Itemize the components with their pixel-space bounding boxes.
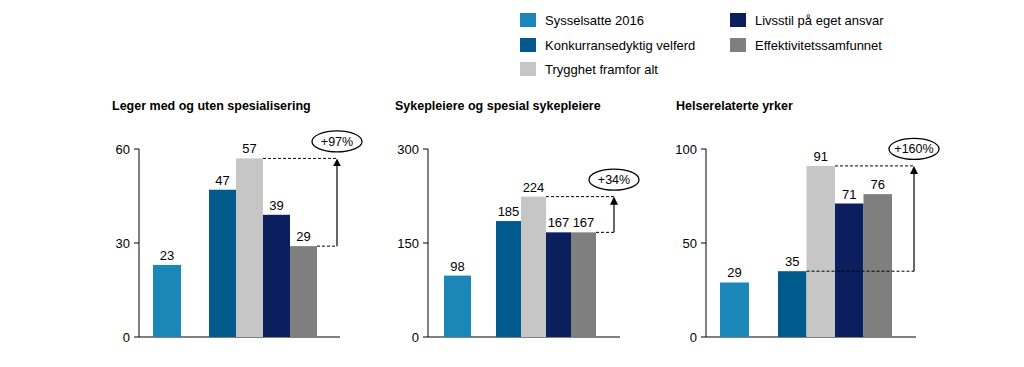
annotation-label: +34% (598, 173, 630, 187)
legend-swatch (730, 13, 746, 27)
bars: Sysselsatte 2016 Konkurransedyktig velfer… (444, 197, 596, 337)
y-tick (423, 243, 428, 244)
chart-title: Sykepleiere og spesial sykepleiere (395, 99, 601, 113)
chart-panel: Sykepleiere og spesial sykepleiere 0 150 30… (395, 99, 639, 345)
chart-panel: Helserelaterte yrker 0 50 100 Sysselsatte 20… (675, 99, 939, 345)
annotation-arrow (336, 162, 337, 246)
data-label: 57 (242, 141, 256, 156)
annotation-guide (317, 246, 337, 247)
data-label: 224 (523, 180, 545, 195)
bar: Trygghet framfor alt (236, 158, 263, 337)
y-tick (134, 243, 139, 244)
legend-label: Konkurransedyktig velferd (545, 38, 695, 53)
legend-label: Livsstil på eget ansvar (755, 13, 884, 28)
bars: Sysselsatte 2016 Konkurransedyktig velfer… (153, 158, 317, 337)
bar: Konkurransedyktig velferd (496, 221, 521, 337)
y-tick-label: 30 (116, 236, 130, 251)
bar: Sysselsatte 2016 (444, 276, 471, 337)
data-label: 29 (727, 265, 741, 280)
data-label: 47 (215, 173, 229, 188)
legend-label: Effektivitetssamfunnet (755, 38, 882, 53)
annotation-guide (546, 196, 614, 197)
bar: Effektivitetssamfunnet (864, 194, 893, 337)
data-label: 39 (269, 198, 283, 213)
legend: Sysselsatte 2016 Konkurransedyktig velfer… (520, 13, 884, 77)
data-label: 29 (296, 229, 310, 244)
data-label: 98 (450, 259, 464, 274)
bar: Livsstil på eget ansvar (263, 215, 290, 337)
legend-label: Trygghet framfor alt (545, 62, 658, 77)
y-tick (134, 337, 139, 338)
annotation-arrow (613, 201, 614, 233)
legend-swatch (520, 13, 536, 27)
y-tick-label: 0 (690, 330, 697, 345)
y-tick (701, 149, 706, 150)
data-label: 71 (842, 187, 856, 202)
data-label: 167 (573, 215, 595, 230)
bar: Konkurransedyktig velferd (778, 271, 807, 337)
legend-swatch (520, 38, 536, 52)
annotation-ellipse (889, 138, 939, 159)
chart-title: Leger med og uten spesialisering (112, 99, 311, 113)
annotation-label: +160% (894, 142, 933, 156)
data-label: 23 (160, 248, 174, 263)
data-label: 167 (548, 215, 570, 230)
y-tick-label: 0 (123, 330, 130, 345)
bar: Sysselsatte 2016 (153, 265, 181, 337)
y-tick-label: 300 (397, 142, 419, 157)
y-tick (701, 243, 706, 244)
y-tick (423, 337, 428, 338)
chart-title: Helserelaterte yrker (676, 99, 793, 113)
bar: Effektivitetssamfunnet (290, 246, 317, 337)
y-tick (423, 149, 428, 150)
data-label: 185 (498, 204, 520, 219)
bar: Livsstil på eget ansvar (835, 204, 864, 337)
annotation-guide (835, 165, 914, 166)
y-tick-label: 50 (683, 236, 697, 251)
bar: Effektivitetssamfunnet (571, 232, 596, 337)
y-tick-label: 100 (675, 142, 697, 157)
bar: Livsstil på eget ansvar (546, 232, 571, 337)
y-tick-label: 60 (116, 142, 130, 157)
data-label: 35 (785, 254, 799, 269)
y-tick (134, 149, 139, 150)
chart-panel: Leger med og uten spesialisering 0 30 60 Sys… (112, 99, 362, 345)
bar: Konkurransedyktig velferd (209, 190, 236, 337)
legend-swatch (520, 62, 536, 76)
annotation-ellipse (312, 131, 362, 152)
bar: Sysselsatte 2016 (720, 282, 749, 337)
chart-root: Leger med og uten spesialisering 0 30 60 Sys… (0, 0, 1024, 367)
legend-label: Sysselsatte 2016 (545, 13, 644, 28)
annotation-guide (263, 158, 337, 159)
annotation-arrow (913, 170, 914, 271)
y-tick (701, 337, 706, 338)
annotation-ellipse (589, 169, 639, 190)
annotation-guide (596, 232, 614, 233)
bars: Sysselsatte 2016 Konkurransedyktig velfer… (720, 166, 892, 337)
bar: Trygghet framfor alt (807, 166, 836, 337)
annotation-guide (807, 271, 915, 272)
data-label: 91 (814, 149, 828, 164)
bar: Trygghet framfor alt (521, 197, 546, 337)
legend-swatch (730, 38, 746, 52)
y-tick-label: 150 (397, 236, 419, 251)
annotation-label: +97% (321, 135, 353, 149)
data-label: 76 (871, 177, 885, 192)
y-tick-label: 0 (412, 330, 419, 345)
